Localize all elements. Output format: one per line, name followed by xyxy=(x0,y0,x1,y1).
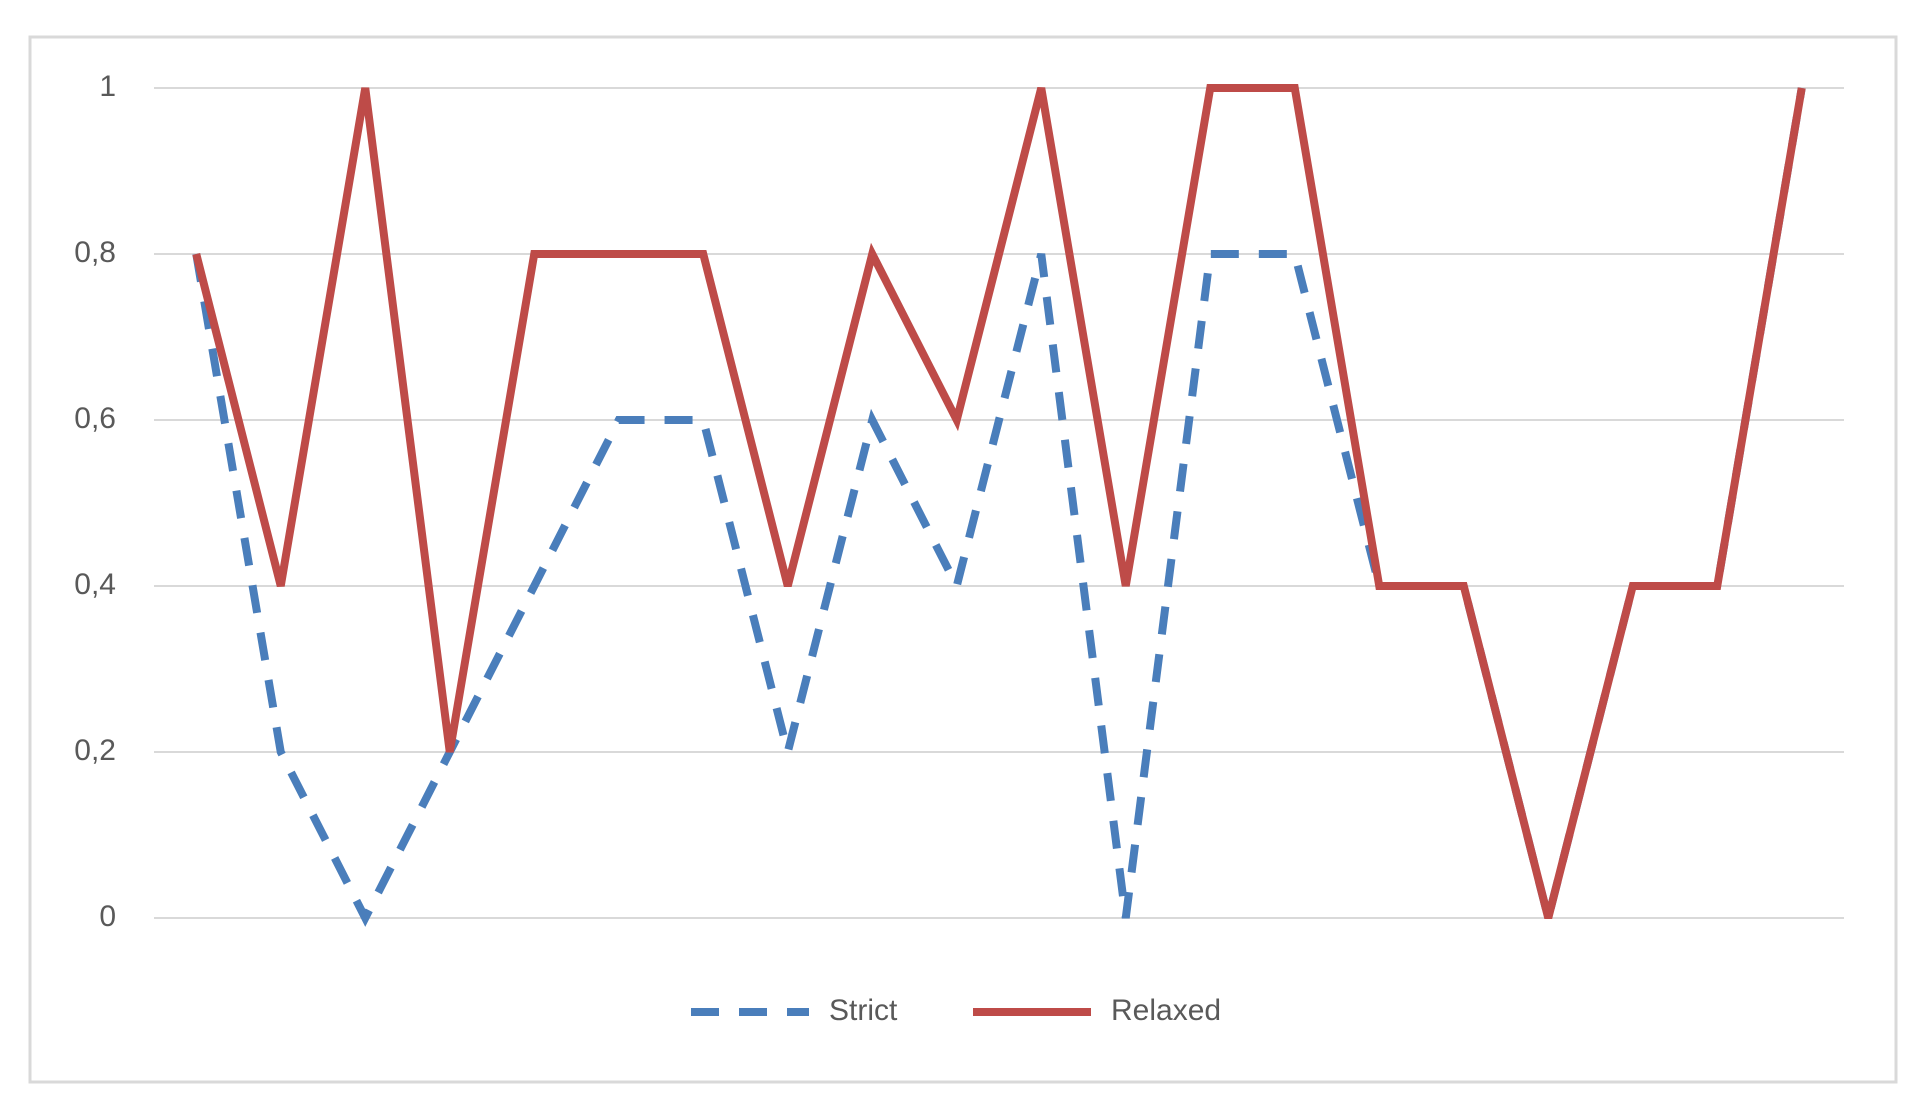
y-tick-label: 0,8 xyxy=(74,236,116,269)
y-tick-label: 0,6 xyxy=(74,402,116,435)
y-tick-label: 1 xyxy=(99,70,116,103)
y-tick-label: 0,4 xyxy=(74,568,116,601)
series-line xyxy=(192,87,1806,927)
series-line xyxy=(192,84,1806,919)
y-tick-label: 0,2 xyxy=(74,734,116,767)
y-tick-label: 0 xyxy=(99,900,116,933)
legend-label: Strict xyxy=(829,994,898,1027)
legend-label: Relaxed xyxy=(1111,994,1221,1027)
